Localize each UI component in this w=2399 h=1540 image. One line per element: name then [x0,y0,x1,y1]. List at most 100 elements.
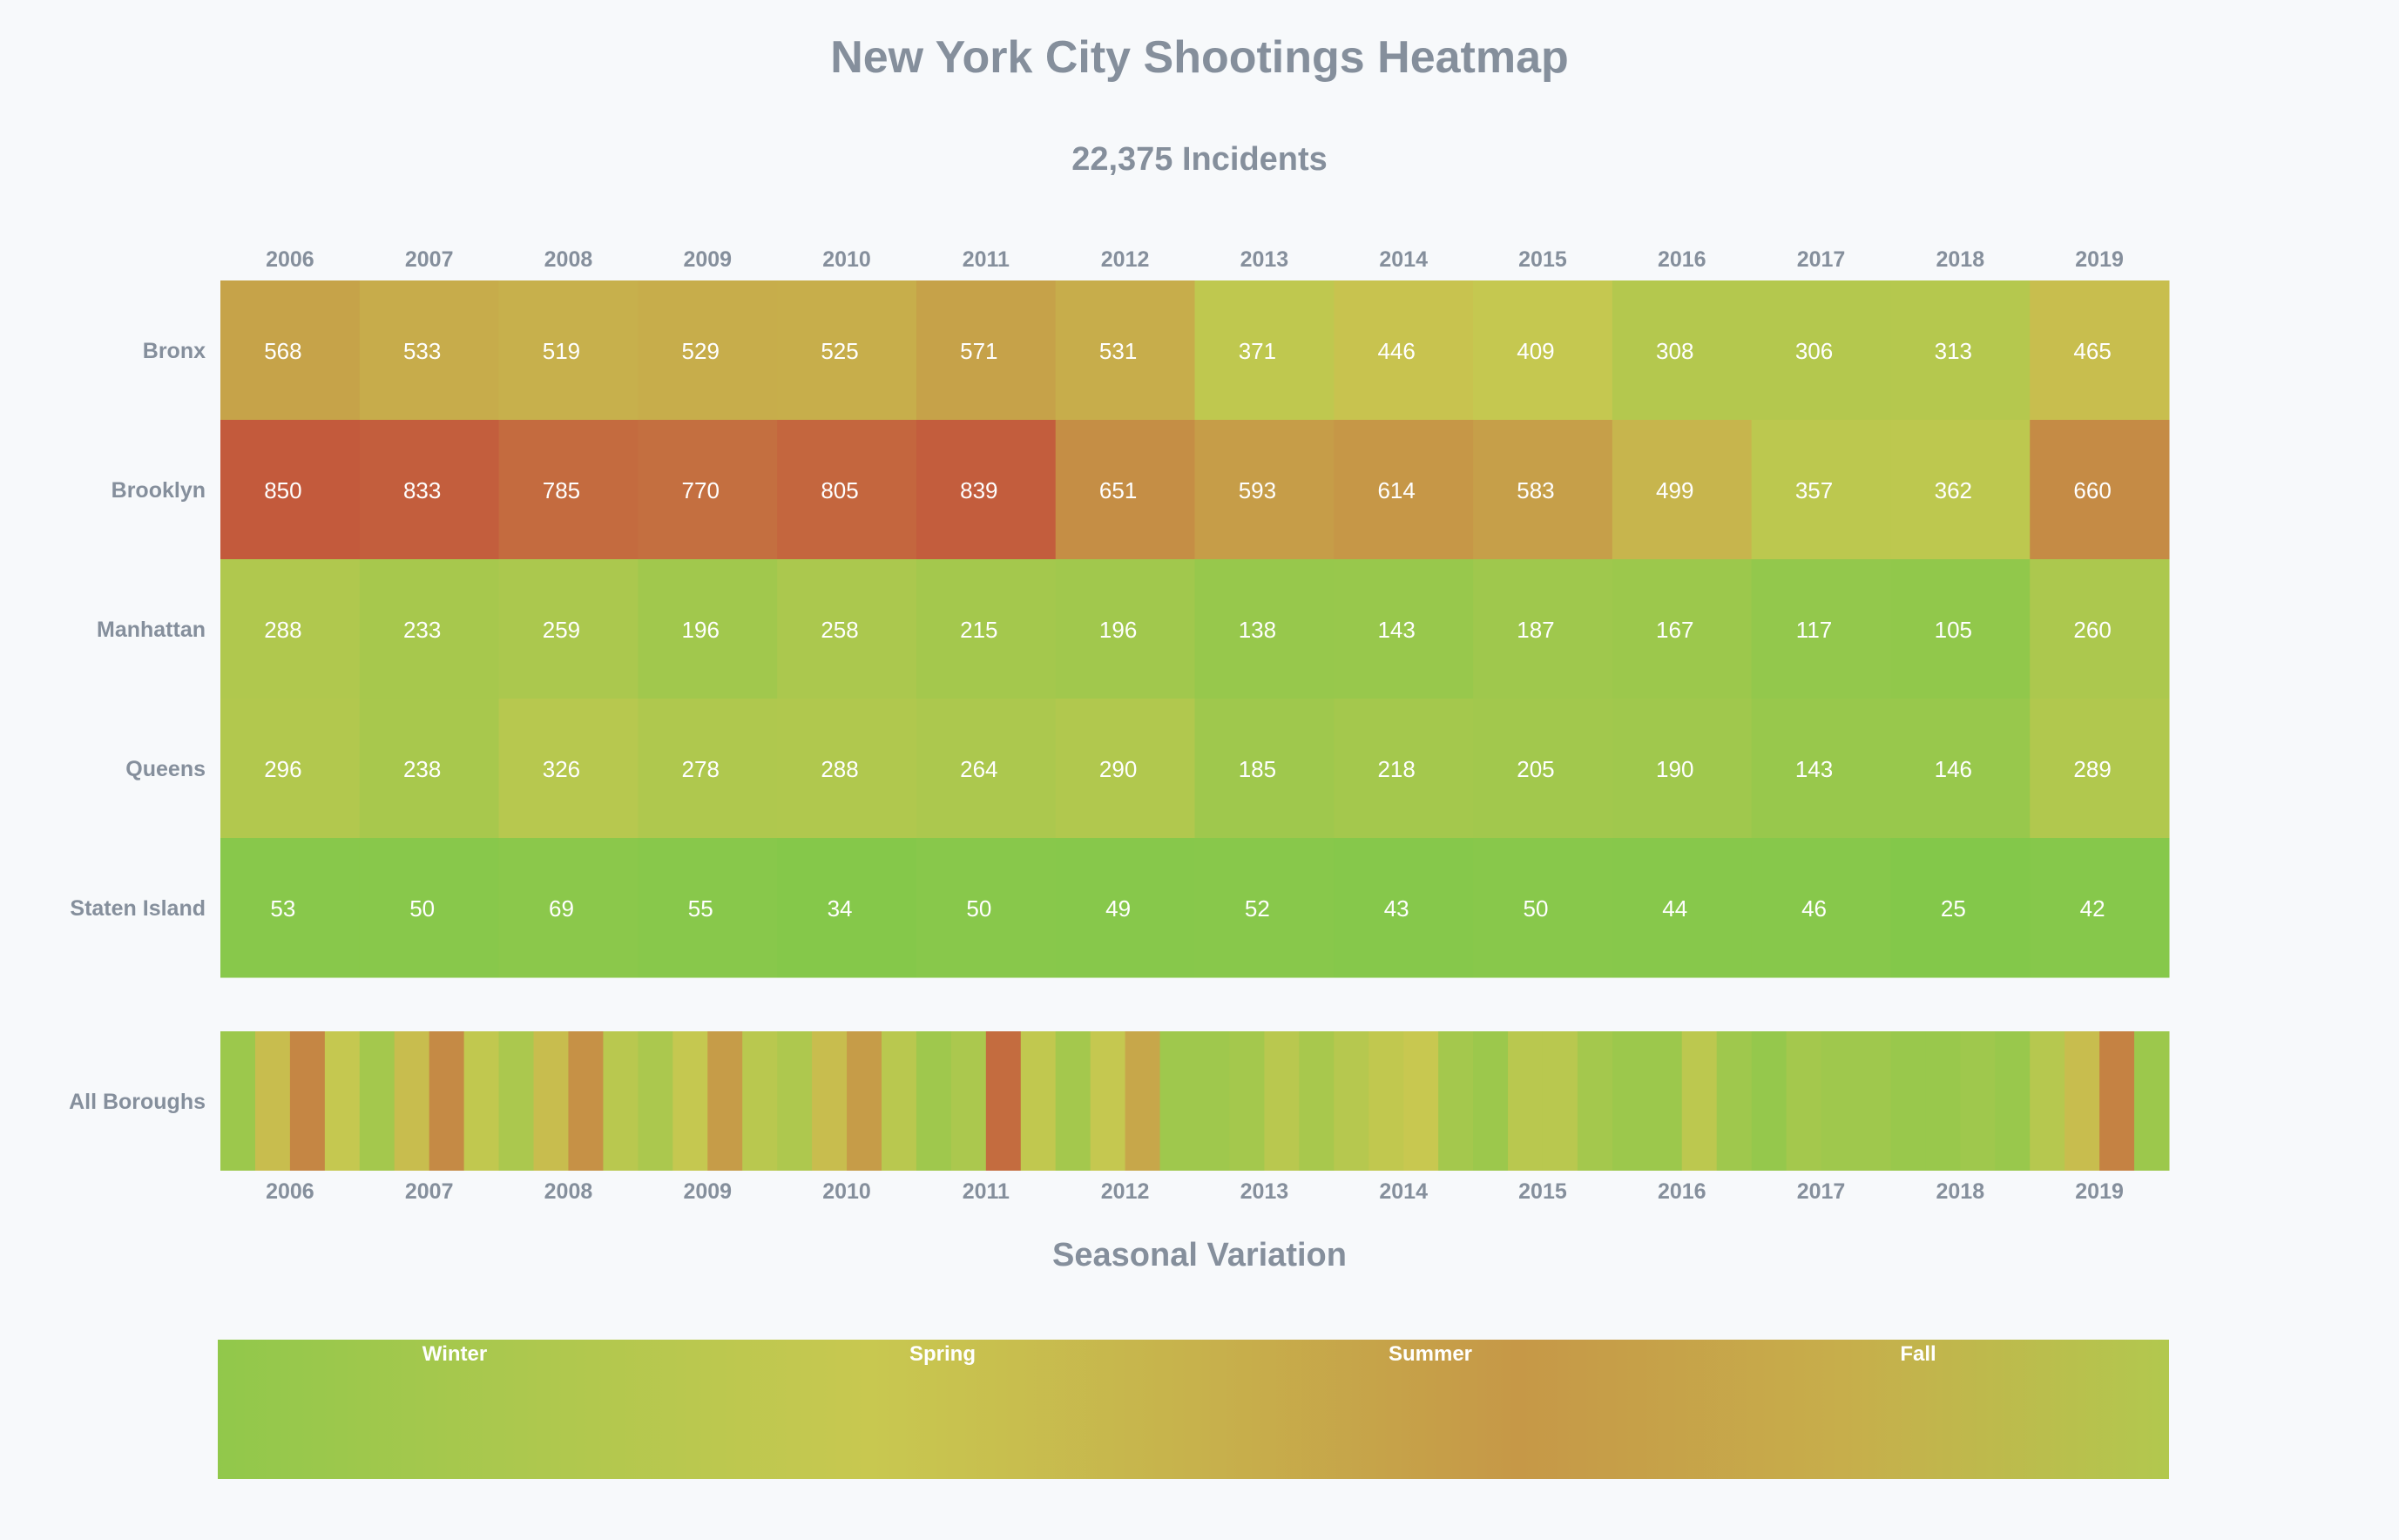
heat-cell [1612,838,1753,978]
heat-cell [777,838,917,978]
strip-cell [1194,1031,1230,1171]
heat-cell [1473,420,1613,560]
cell-value-label: 185 [1239,756,1276,782]
y-label-all-boroughs: All Boroughs [69,1090,206,1114]
heat-cell [2030,420,2170,560]
heat-cell [916,280,1057,421]
cell-value-label: 571 [960,338,997,364]
heat-cell [1055,699,1195,839]
heat-cell [1751,559,1891,699]
cell-value-label: 205 [1517,756,1554,782]
strip-cell [533,1031,569,1171]
heat-cell [638,559,778,699]
heat-cell [498,699,639,839]
heat-cell [498,838,639,978]
x-tick-bottom-2016: 2016 [1658,1179,1706,1204]
cell-value-label: 651 [1099,477,1137,503]
heat-cell [498,420,639,560]
cell-value-label: 105 [1935,617,1972,643]
strip-cell [1751,1031,1787,1171]
strip-cell [847,1031,882,1171]
strip-cell [289,1031,326,1171]
cell-value-label: 52 [1245,895,1270,922]
heat-cell [1194,838,1335,978]
cell-value-label: 296 [264,756,301,782]
heat-cell [916,420,1057,560]
x-tick-top-2012: 2012 [1101,247,1150,272]
heat-cell [638,420,778,560]
strip-cell [812,1031,848,1171]
strip-cell [359,1031,395,1171]
x-tick-top-2007: 2007 [405,247,454,272]
x-tick-top-2017: 2017 [1797,247,1846,272]
cell-value-label: 290 [1099,756,1137,782]
heat-cell [359,838,500,978]
cell-value-label: 69 [549,895,574,922]
cell-value-label: 371 [1239,338,1276,364]
heat-cell [1890,838,2031,978]
strip-cell [1090,1031,1126,1171]
strip-cell [1159,1031,1195,1171]
cell-value-label: 238 [403,756,441,782]
heat-cell [1751,420,1891,560]
cell-value-label: 660 [2073,477,2111,503]
x-tick-top-2006: 2006 [266,247,314,272]
heat-cell [359,699,500,839]
heat-cell [359,559,500,699]
strip-cell [2099,1031,2135,1171]
cell-value-label: 53 [270,895,295,922]
cell-value-label: 138 [1239,617,1276,643]
heat-cell [359,420,500,560]
cell-value-label: 568 [264,338,301,364]
cell-value-label: 533 [403,338,441,364]
heat-cell [2030,559,2170,699]
strip-cell [1716,1031,1753,1171]
strip-cell [1577,1031,1613,1171]
heat-cell [1890,559,2031,699]
cell-value-label: 50 [1524,895,1549,922]
heat-cell [1473,559,1613,699]
strip-cell [1438,1031,1474,1171]
x-tick-top-2014: 2014 [1379,247,1428,272]
strip-cell [2030,1031,2065,1171]
strip-cell [985,1031,1022,1171]
cell-value-label: 146 [1935,756,1972,782]
strip-cell [1995,1031,2031,1171]
heat-cell [1334,699,1474,839]
cell-value-label: 25 [1941,895,1966,922]
cell-value-label: 306 [1795,338,1833,364]
cell-value-label: 289 [2073,756,2111,782]
strip-cell [1646,1031,1683,1171]
x-tick-top-2008: 2008 [544,247,593,272]
heat-cell [1890,699,2031,839]
heat-cell [1194,280,1335,421]
cell-value-label: 839 [960,477,997,503]
cell-value-label: 288 [821,756,858,782]
cell-value-label: 446 [1377,338,1415,364]
cell-value-label: 583 [1517,477,1554,503]
cell-value-label: 167 [1656,617,1693,643]
strip-cell [394,1031,430,1171]
strip-cell [672,1031,708,1171]
strip-cell [324,1031,361,1171]
x-tick-bottom-2019: 2019 [2075,1179,2124,1204]
x-tick-bottom-2007: 2007 [405,1179,454,1204]
cell-value-label: 190 [1656,756,1693,782]
strip-cell [916,1031,952,1171]
cell-value-label: 117 [1796,617,1832,643]
cell-value-label: 850 [264,477,301,503]
heat-cell [2030,280,2170,421]
heat-cell [1473,280,1613,421]
cell-value-label: 313 [1935,338,1972,364]
cell-value-label: 49 [1105,895,1131,922]
x-tick-top-2019: 2019 [2075,247,2124,272]
cell-value-label: 233 [403,617,441,643]
strip-cell [881,1031,917,1171]
heat-cell [1194,699,1335,839]
cell-value-label: 326 [543,756,580,782]
heat-cell [2030,838,2170,978]
heat-cell [220,420,361,560]
strip-cell [2064,1031,2100,1171]
